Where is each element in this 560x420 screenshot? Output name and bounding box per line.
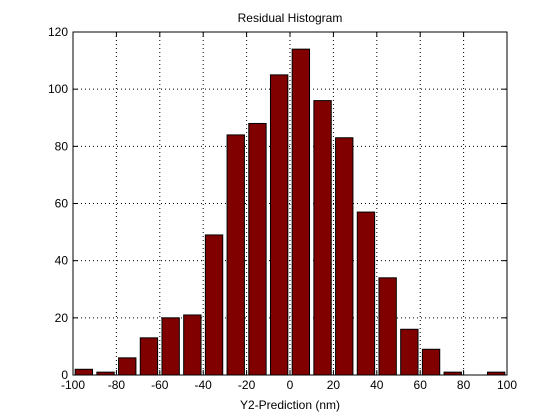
x-tick-label: 100 [497, 378, 517, 392]
y-tick-label: 40 [55, 254, 69, 268]
chart-title: Residual Histogram [238, 11, 343, 25]
x-tick-label: -80 [108, 378, 126, 392]
histogram-bar [269, 74, 289, 376]
histogram-bar [139, 337, 159, 376]
histogram-bars [74, 48, 506, 376]
histogram-bar [118, 357, 137, 376]
x-tick-label: 60 [414, 378, 428, 392]
x-tick-label: 80 [457, 378, 471, 392]
grid-lines [73, 32, 507, 375]
histogram-bar [204, 234, 224, 376]
histogram-bar [421, 348, 441, 376]
y-tick-label: 0 [61, 368, 68, 382]
histogram-bar [356, 211, 376, 376]
y-tick-label: 100 [48, 82, 68, 96]
histogram-bar [183, 314, 202, 376]
histogram-bar [74, 368, 94, 376]
y-tick-label: 120 [48, 25, 68, 39]
x-tick-label: 0 [287, 378, 294, 392]
x-tick-label: -40 [195, 378, 213, 392]
histogram-bar [335, 137, 354, 376]
histogram-bar [226, 134, 245, 376]
histogram-bar [400, 328, 419, 376]
axis-ticks: -100 -80 -60 -40 -20 0 20 40 60 80 100 0 20 40 60 80 100… [48, 25, 517, 392]
y-tick-label: 60 [55, 197, 69, 211]
y-tick-label: 20 [55, 311, 69, 325]
x-axis-label: Y2-Prediction (nm) [240, 398, 340, 412]
x-tick-label: 40 [370, 378, 384, 392]
y-tick-label: 80 [55, 139, 69, 153]
histogram-bar [313, 100, 332, 376]
histogram-bar [161, 317, 180, 376]
histogram-bar [378, 277, 397, 376]
histogram-bar [291, 48, 311, 376]
x-tick-label: 20 [327, 378, 341, 392]
x-tick-label: -20 [238, 378, 256, 392]
histogram-bar [248, 122, 267, 376]
x-tick-label: -100 [61, 378, 85, 392]
x-tick-label: -60 [151, 378, 169, 392]
